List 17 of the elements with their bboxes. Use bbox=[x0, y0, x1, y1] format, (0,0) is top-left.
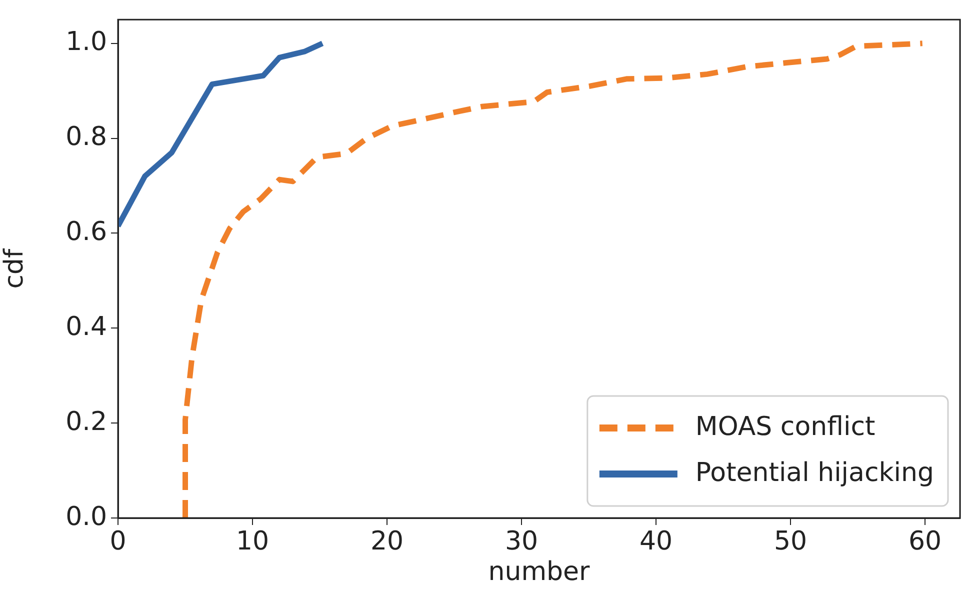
y-tick-label: 0.4 bbox=[66, 312, 107, 342]
x-tick-label: 10 bbox=[236, 526, 270, 556]
x-axis-title: number bbox=[488, 557, 590, 588]
y-tick-label: 0.2 bbox=[66, 406, 107, 437]
y-tick-label: 0.6 bbox=[66, 216, 107, 247]
y-tick-label: 0.0 bbox=[66, 502, 107, 532]
x-tick-label: 40 bbox=[639, 526, 673, 556]
legend-label: Potential hijacking bbox=[695, 458, 934, 488]
x-tick-label: 30 bbox=[504, 526, 538, 556]
legend-label: MOAS conflict bbox=[695, 412, 876, 442]
x-tick-label: 20 bbox=[370, 526, 404, 556]
x-tick-label: 50 bbox=[774, 526, 808, 556]
x-tick-label: 60 bbox=[908, 526, 942, 556]
y-tick-label: 0.8 bbox=[66, 122, 107, 152]
x-tick-label: 0 bbox=[110, 526, 126, 556]
y-tick-label: 1.0 bbox=[66, 27, 107, 58]
y-axis-title: cdf bbox=[0, 248, 30, 289]
